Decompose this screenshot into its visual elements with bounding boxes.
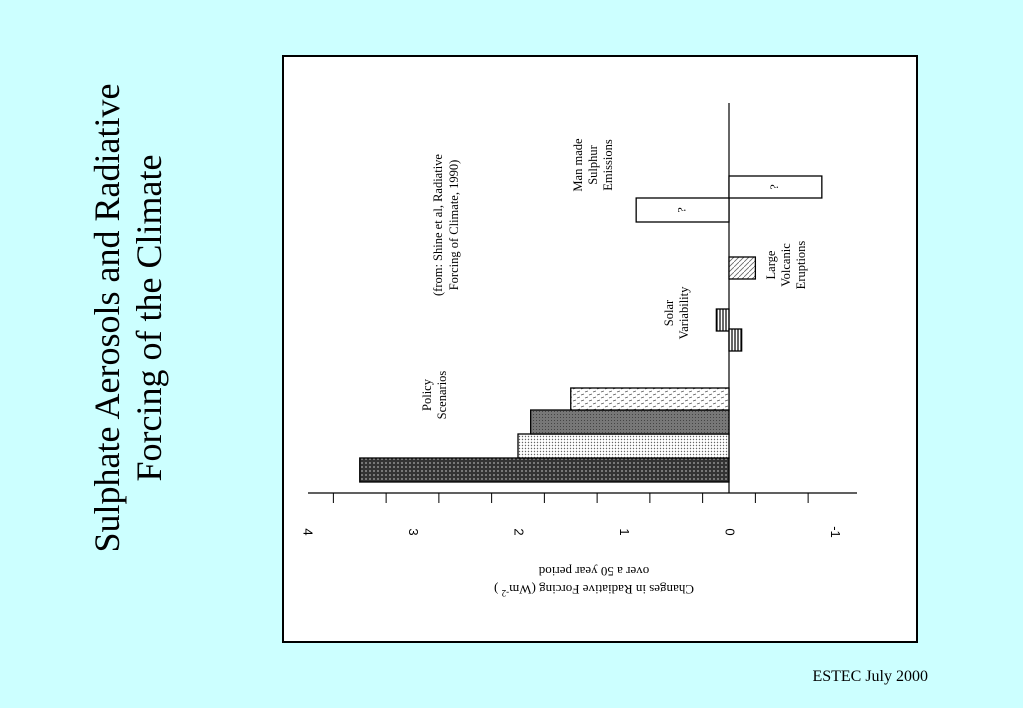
tick-label: 3	[406, 528, 421, 535]
group-label-policy: Policy	[420, 378, 434, 411]
slide-title-line-2: Forcing of the Climate	[129, 154, 169, 482]
unknown-marker: ?	[767, 184, 781, 189]
tick-label: -1	[828, 526, 843, 538]
bar-policy-2	[517, 433, 730, 459]
unknown-marker: ?	[674, 207, 688, 212]
value-axis: 4 3 2 1 0 -1 Changes in Radiative Forcing (Wm-…	[301, 103, 857, 598]
tick-label: 1	[617, 528, 632, 535]
bar-solar-5	[715, 308, 730, 332]
chart-frame: 4 3 2 1 0 -1 Changes in Radiative Forcing (Wm-…	[282, 55, 918, 643]
tick-label: 4	[301, 528, 316, 535]
source-note: (from: Shine et al, Radiative	[431, 154, 445, 296]
axis-title-line-2: over a 50 year period	[538, 564, 649, 579]
group-label-volcanic: Volcanic	[779, 243, 793, 287]
bar-policy-4	[570, 387, 730, 411]
footer-text: ESTEC July 2000	[812, 668, 928, 685]
bar-sulphur-9	[728, 175, 823, 199]
group-label-volcanic: Large	[764, 250, 778, 279]
slide-title-line-1: Sulphate Aerosols and Radiative	[87, 83, 127, 553]
group-label-volcanic: Eruptions	[794, 241, 808, 290]
source-note: Forcing of Climate, 1990)	[447, 160, 461, 291]
group-label-solar: Solar	[662, 299, 676, 326]
chart-annotations: (from: Shine et al, Radiative Forcing of …	[420, 138, 808, 419]
bar-policy-1	[359, 457, 730, 483]
tick-label: 2	[512, 528, 527, 535]
group-label-solar: Variability	[677, 286, 691, 340]
bar-policy-3	[530, 409, 730, 435]
group-label-sulphur: Emissions	[601, 139, 615, 191]
group-label-sulphur: Man made	[571, 138, 585, 192]
bar-series: ??	[359, 175, 823, 483]
slide-title: Sulphate Aerosols and Radiative Forcing …	[86, 84, 170, 553]
bar-solar-6	[728, 328, 743, 352]
bar-sulphur-8	[635, 197, 730, 223]
group-label-sulphur: Sulphur	[586, 144, 600, 184]
bar-volcanic-7	[728, 256, 757, 280]
group-label-policy: Scenarios	[435, 371, 449, 420]
radiative-forcing-chart: 4 3 2 1 0 -1 Changes in Radiative Forcing (Wm-…	[301, 103, 857, 598]
tick-label: 0	[723, 528, 738, 535]
axis-title-line-1: Changes in Radiative Forcing (Wm-2 )	[494, 582, 694, 598]
